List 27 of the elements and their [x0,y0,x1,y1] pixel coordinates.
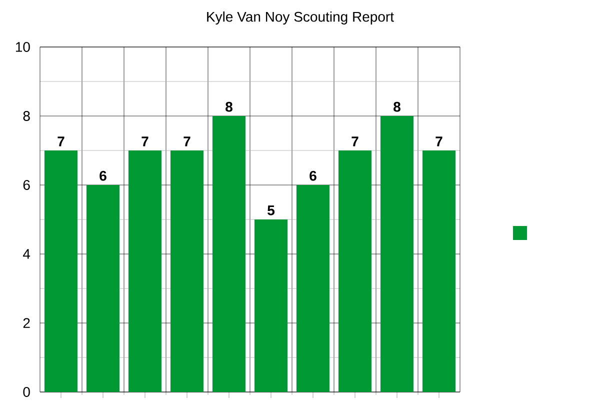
data-label: 8 [394,102,400,112]
data-label: 8 [226,102,232,112]
data-label: 6 [310,170,316,181]
data-label: 7 [58,136,64,146]
bar [254,220,288,392]
y-tick-label: 10 [16,42,30,52]
y-tick-label: 8 [23,111,30,122]
y-tick-label: 6 [23,180,30,190]
bar [296,185,330,392]
y-tick-label: 2 [23,318,30,328]
y-tick-label: 0 [23,387,30,398]
y-tick-label: 4 [22,249,30,259]
bar [380,116,414,392]
data-label: 7 [352,136,358,146]
bar [86,185,120,392]
bar [170,150,204,392]
data-label: 5 [268,206,275,216]
data-label: 7 [184,136,190,146]
bar [212,116,246,392]
chart-title: Kyle Van Noy Scouting Report [207,12,394,25]
data-label: 7 [142,136,148,146]
data-label: 6 [100,170,106,181]
bar [338,150,372,392]
data-label: 7 [436,136,442,146]
bar [422,150,456,392]
bar [44,150,78,392]
bar [128,150,162,392]
